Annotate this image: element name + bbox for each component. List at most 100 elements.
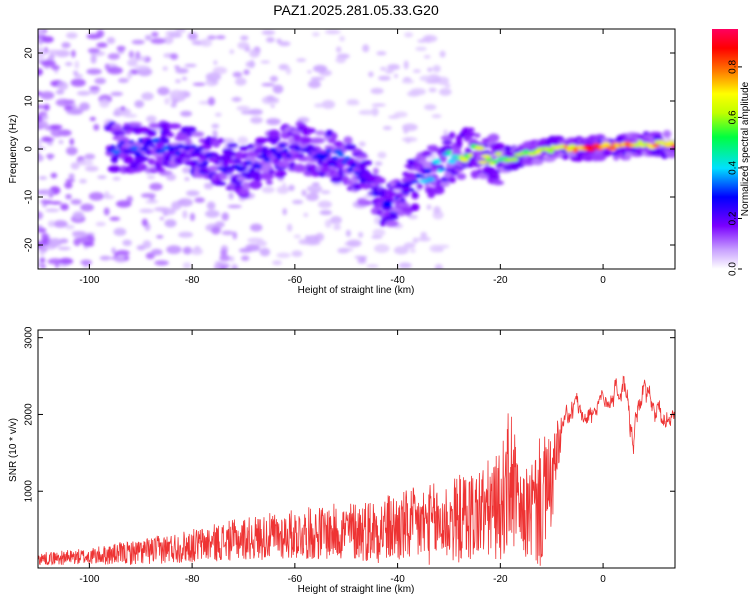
- heatmap-noise-cell: [141, 208, 150, 213]
- heatmap-band-cell: [384, 220, 399, 228]
- heatmap-signal-cell: [327, 161, 337, 166]
- heatmap-noise-cell: [307, 70, 312, 74]
- heatmap-noise-cell: [123, 255, 130, 261]
- heatmap-noise-cell: [137, 67, 153, 77]
- heatmap-noise-cell: [124, 113, 138, 118]
- y-tick-label: -10: [24, 189, 35, 204]
- heatmap-noise-cell: [229, 256, 235, 262]
- heatmap-noise-cell: [71, 49, 76, 58]
- heatmap-noise-cell: [109, 216, 121, 221]
- heatmap-noise-cell: [112, 176, 121, 181]
- heatmap-signal-cell: [189, 144, 197, 149]
- heatmap-noise-cell: [182, 246, 192, 255]
- heatmap-noise-cell: [49, 201, 62, 205]
- heatmap-noise-cell: [65, 62, 73, 66]
- heatmap-noise-cell: [128, 50, 135, 59]
- heatmap-noise-cell: [228, 192, 234, 200]
- heatmap-band-cell: [185, 137, 192, 146]
- heatmap-noise-cell: [93, 124, 100, 131]
- heatmap-signal-cell: [176, 144, 185, 149]
- heatmap-noise-cell: [320, 190, 331, 195]
- heatmap-noise-cell: [156, 235, 164, 239]
- heatmap-band-cell: [185, 126, 197, 133]
- heatmap-band-cell: [268, 129, 280, 139]
- heatmap-noise-cell: [58, 140, 64, 144]
- heatmap-signal-cell: [547, 148, 555, 154]
- heatmap-band-cell: [491, 142, 505, 150]
- heatmap-noise-cell: [410, 249, 416, 253]
- heatmap-signal-cell: [199, 155, 206, 160]
- heatmap-band-cell: [146, 129, 157, 137]
- heatmap-noise-cell: [408, 214, 418, 220]
- heatmap-noise-cell: [64, 181, 73, 189]
- heatmap-noise-cell: [171, 201, 182, 211]
- heatmap-noise-cell: [182, 76, 187, 81]
- heatmap-signal-cell: [447, 159, 457, 164]
- heatmap-noise-cell: [314, 103, 324, 108]
- heatmap-noise-cell: [43, 103, 50, 111]
- heatmap-noise-cell: [80, 203, 94, 212]
- heatmap-noise-cell: [162, 66, 168, 71]
- heatmap-signal-cell: [388, 191, 399, 196]
- heatmap-noise-cell: [118, 78, 129, 83]
- heatmap-noise-cell: [50, 64, 60, 71]
- heatmap-signal-cell: [159, 149, 166, 154]
- heatmap-noise-cell: [278, 41, 291, 47]
- heatmap-band-cell: [466, 127, 475, 132]
- heatmap-signal-cell: [186, 153, 194, 157]
- heatmap-band-cell: [165, 132, 175, 137]
- colorbar-tick-label: 0.6: [728, 110, 739, 124]
- heatmap-band-cell: [400, 186, 411, 191]
- heatmap-signal-cell: [150, 144, 156, 148]
- heatmap-noise-cell: [240, 35, 249, 41]
- heatmap-band-cell: [372, 167, 379, 175]
- heatmap-noise-cell: [38, 142, 43, 146]
- heatmap-noise-cell: [72, 231, 87, 239]
- heatmap-band-cell: [223, 151, 237, 157]
- figure-title: PAZ1.2025.281.05.33.G20: [273, 2, 439, 18]
- heatmap-noise-cell: [403, 60, 409, 70]
- heatmap-signal-cell: [269, 147, 278, 152]
- heatmap-noise-cell: [115, 200, 132, 208]
- heatmap-noise-cell: [190, 212, 195, 222]
- heatmap-noise-cell: [47, 238, 63, 247]
- x-tick-label: 0: [600, 574, 606, 585]
- snr-x-ticks: -100 -80 -60 -40 -20 0: [79, 330, 606, 585]
- heatmap-signal-cell: [586, 148, 596, 152]
- x-tick-label: 0: [600, 275, 606, 286]
- heatmap-noise-cell: [432, 65, 441, 73]
- heatmap-signal-cell: [175, 151, 181, 156]
- heatmap-noise-cell: [324, 29, 341, 35]
- heatmap-signal-cell: [278, 143, 287, 148]
- heatmap-signal-cell: [481, 154, 491, 159]
- heatmap-noise-cell: [135, 51, 141, 60]
- heatmap-noise-cell: [382, 126, 392, 130]
- heatmap-noise-cell: [39, 257, 46, 264]
- heatmap-band-cell: [330, 132, 338, 140]
- heatmap-signal-cell: [671, 143, 675, 148]
- heatmap-noise-cell: [211, 123, 220, 129]
- heatmap-signal-cell: [582, 144, 593, 150]
- heatmap-noise-cell: [186, 190, 200, 197]
- heatmap-noise-cell: [370, 87, 384, 95]
- heatmap-signal-cell: [253, 164, 263, 169]
- heatmap-noise-cell: [433, 206, 441, 214]
- heatmap-band-cell: [167, 123, 182, 129]
- heatmap-noise-cell: [154, 207, 170, 212]
- heatmap-signal-cell: [220, 167, 228, 172]
- colorbar: 0.0 0.2 0.4 0.6 0.8 Normalized spectral ampl…: [712, 29, 750, 276]
- heatmap-noise-cell: [261, 186, 275, 194]
- heatmap-noise-cell: [57, 81, 69, 91]
- y-tick-label: -20: [24, 237, 35, 252]
- heatmap-noise-cell: [174, 65, 180, 69]
- heatmap-noise-cell: [293, 234, 301, 239]
- heatmap-band-cell: [561, 154, 569, 160]
- heatmap-noise-cell: [151, 31, 159, 37]
- heatmap-noise-cell: [170, 53, 179, 60]
- spectrogram-y-ticks: -20 -10 0 10 20: [24, 47, 675, 252]
- heatmap-noise-cell: [44, 137, 55, 142]
- x-tick-label: -100: [79, 275, 99, 286]
- heatmap-noise-cell: [418, 236, 431, 242]
- heatmap-noise-cell: [345, 229, 351, 237]
- colorbar-tick-label: 0.0: [728, 262, 739, 276]
